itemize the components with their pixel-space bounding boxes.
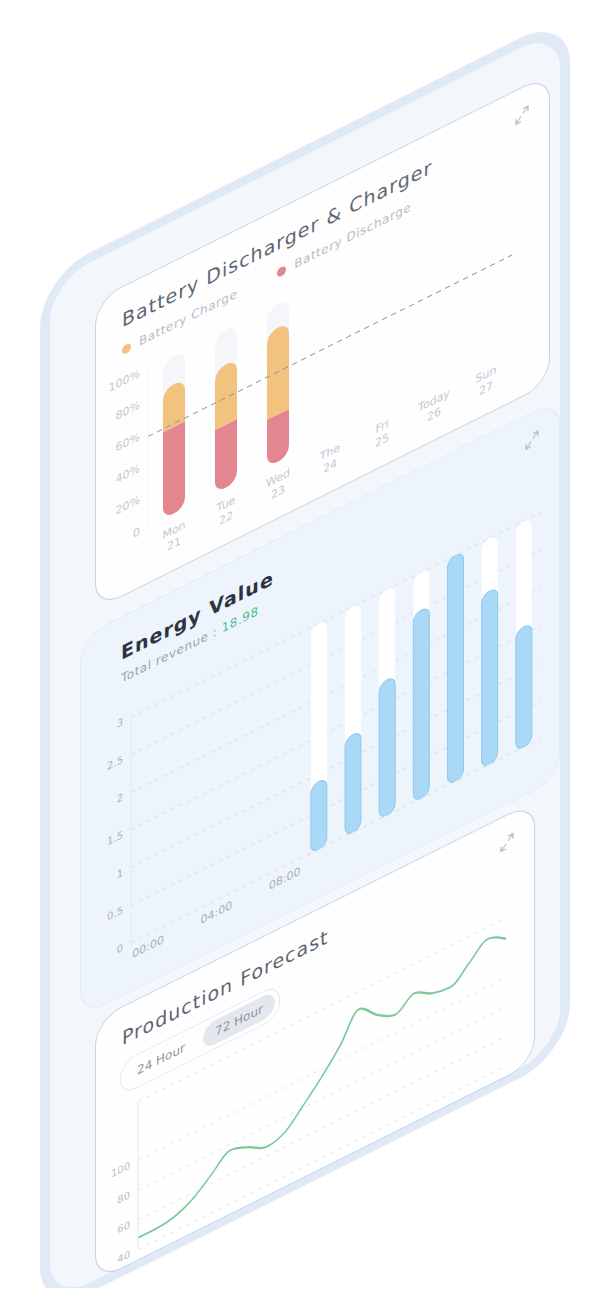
svg-text:Fri25: Fri25 [375, 416, 389, 450]
svg-text:2: 2 [117, 790, 123, 804]
svg-text:Sun27: Sun27 [476, 362, 497, 400]
svg-text:3: 3 [117, 715, 123, 729]
svg-text:1.5: 1.5 [107, 828, 123, 847]
svg-text:2.5: 2.5 [107, 753, 123, 772]
svg-text:60%: 60% [116, 429, 140, 454]
svg-text:40%: 40% [116, 461, 140, 486]
svg-text:100: 100 [111, 1159, 130, 1180]
svg-text:The24: The24 [319, 440, 340, 478]
svg-text:00:00: 00:00 [132, 932, 164, 961]
svg-text:80: 80 [117, 1188, 130, 1206]
svg-text:Wed23: Wed23 [266, 465, 290, 504]
svg-text:100%: 100% [109, 366, 140, 395]
svg-text:04:00: 04:00 [201, 898, 233, 927]
svg-text:80%: 80% [116, 398, 140, 423]
svg-text:1: 1 [117, 866, 123, 880]
svg-text:Today26: Today26 [417, 386, 450, 430]
svg-text:0: 0 [133, 524, 140, 541]
svg-text:0.5: 0.5 [107, 903, 123, 922]
svg-text:60: 60 [117, 1218, 130, 1236]
svg-text:20%: 20% [116, 492, 140, 517]
svg-text:08:00: 08:00 [269, 864, 301, 893]
svg-text:40: 40 [117, 1248, 130, 1266]
svg-text:Mon21: Mon21 [162, 517, 185, 556]
svg-text:Tue22: Tue22 [216, 493, 236, 530]
svg-text:0: 0 [117, 941, 124, 956]
